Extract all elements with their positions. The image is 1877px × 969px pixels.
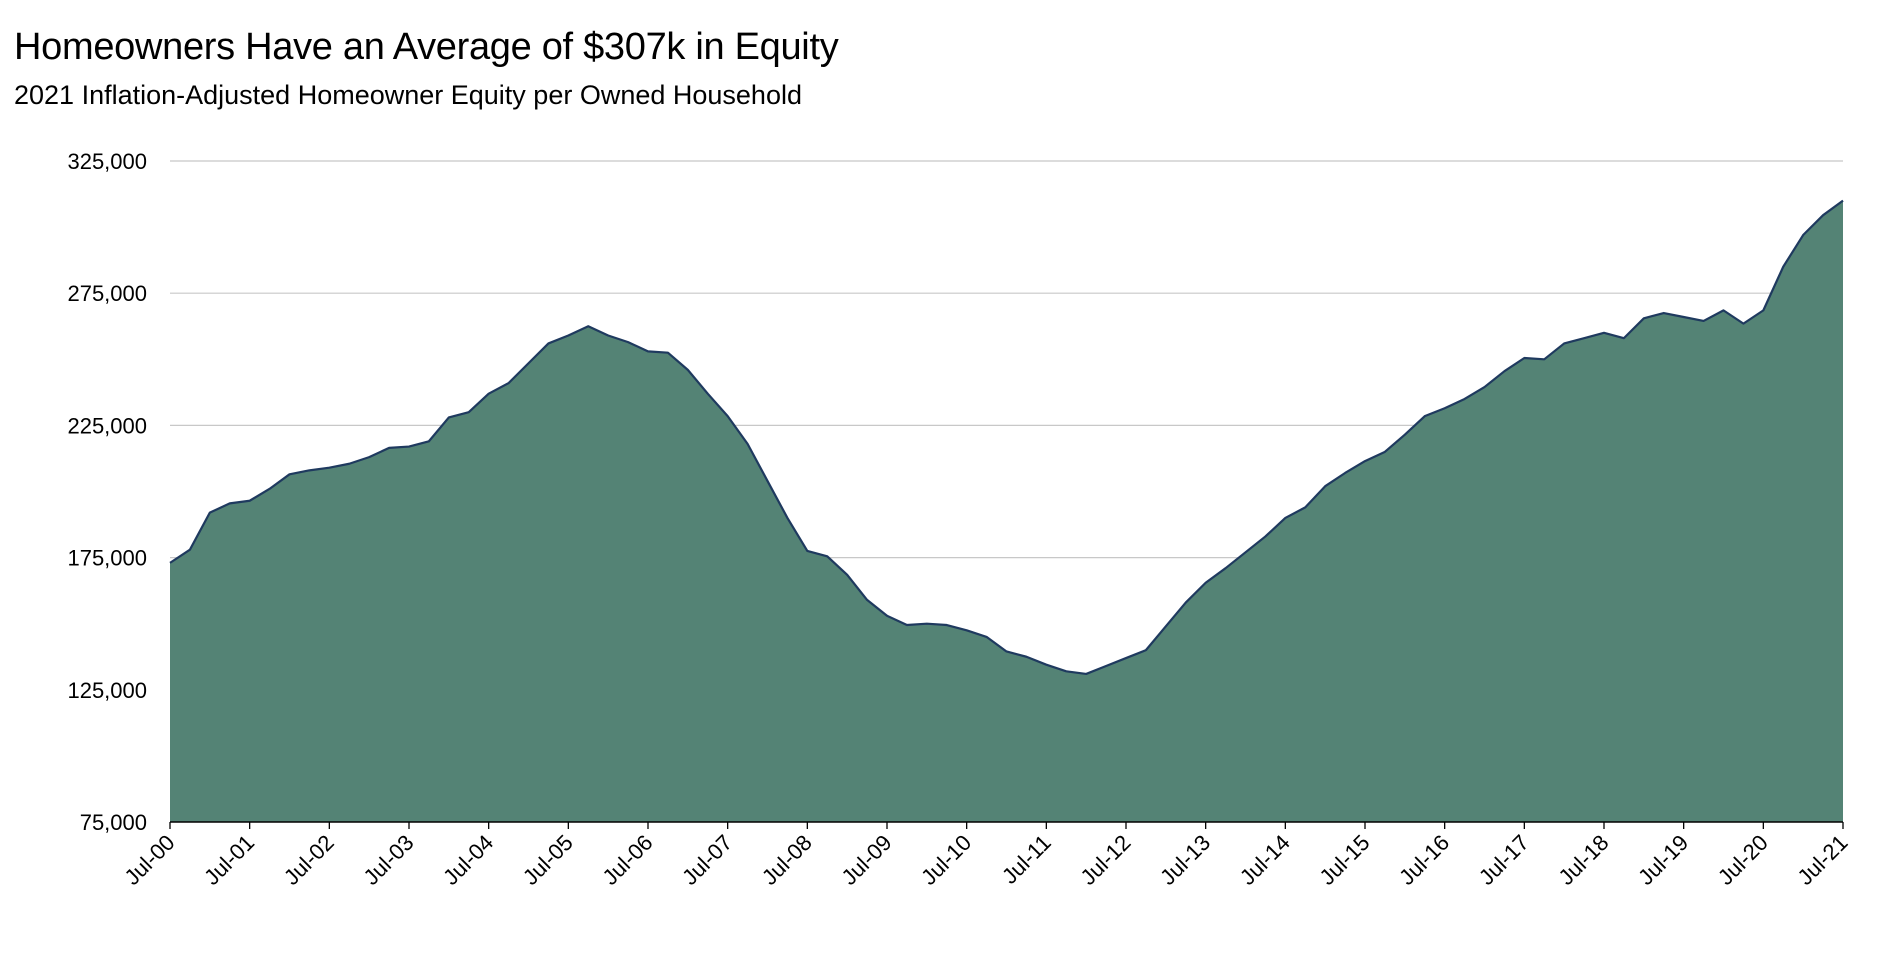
x-tick-label: Jul-17 xyxy=(1474,830,1534,890)
x-tick-label: Jul-08 xyxy=(757,830,817,890)
x-tick-label: Jul-18 xyxy=(1553,830,1613,890)
x-tick-label: Jul-03 xyxy=(358,830,418,890)
y-tick-label: 225,000 xyxy=(67,413,147,438)
x-tick-label: Jul-21 xyxy=(1792,830,1852,890)
x-tick-label: Jul-06 xyxy=(597,830,657,890)
y-tick-label: 75,000 xyxy=(80,810,147,835)
x-tick-label: Jul-12 xyxy=(1075,830,1135,890)
equity-series-line xyxy=(169,199,1844,676)
y-tick-label: 125,000 xyxy=(67,678,147,703)
chart-subtitle: 2021 Inflation-Adjusted Homeowner Equity… xyxy=(14,80,802,110)
x-tick-label: Jul-00 xyxy=(119,830,179,890)
x-tick-label: Jul-13 xyxy=(1155,830,1215,890)
x-tick-label: Jul-09 xyxy=(836,830,896,890)
x-tick-label: Jul-19 xyxy=(1633,830,1693,890)
y-tick-label: 325,000 xyxy=(67,149,147,174)
x-tick-label: Jul-10 xyxy=(916,830,976,890)
equity-area-fill xyxy=(170,200,1843,822)
x-tick-label: Jul-16 xyxy=(1394,830,1454,890)
axes xyxy=(169,821,1844,829)
x-tick-label: Jul-14 xyxy=(1235,830,1295,890)
y-axis-ticks: 75,000 125,000 175,000 225,000 275,000 325,00… xyxy=(67,149,147,835)
chart-title: Homeowners Have an Average of $307k in E… xyxy=(14,26,839,68)
plot-area xyxy=(169,199,1844,822)
x-axis-ticks: Jul-00 Jul-01 Jul-02 Jul-03 Jul-04 Jul-05 Jul-… xyxy=(119,830,1852,890)
y-tick-label: 175,000 xyxy=(67,546,147,571)
x-tick-label: Jul-04 xyxy=(438,830,498,890)
y-tick-label: 275,000 xyxy=(67,281,147,306)
x-tick-label: Jul-05 xyxy=(518,830,578,890)
x-tick-label: Jul-20 xyxy=(1713,830,1773,890)
x-tick-label: Jul-02 xyxy=(279,830,339,890)
x-tick-label: Jul-07 xyxy=(677,830,737,890)
x-tick-label: Jul-01 xyxy=(199,830,259,890)
x-tick-label: Jul-15 xyxy=(1314,830,1374,890)
x-tick-label: Jul-11 xyxy=(997,830,1056,889)
